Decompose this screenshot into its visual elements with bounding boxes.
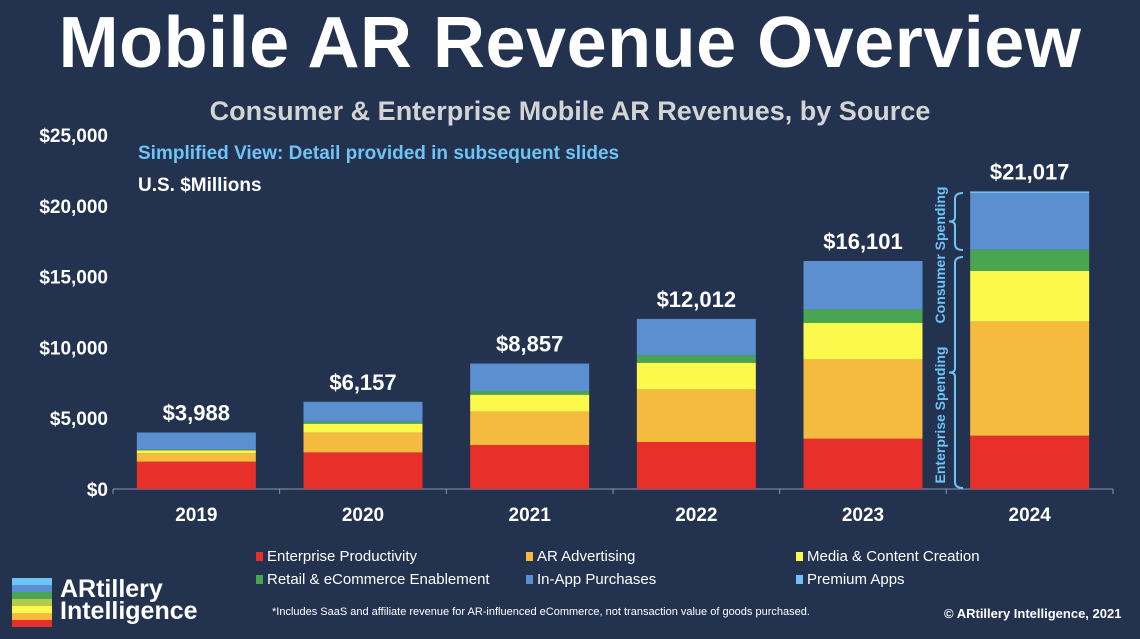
- y-tick-label: $0: [87, 480, 108, 501]
- bar-segment-ar-advertising: [136, 453, 256, 462]
- logo-line-1: ARtillery: [60, 575, 163, 603]
- bar-segment-enterprise-productivity: [303, 452, 423, 489]
- x-tick-label: 2019: [175, 505, 217, 526]
- bar-segment-media-content-creation: [303, 423, 423, 433]
- stacked-bar-chart: $0 $5,000 $10,000 $15,000 $20,000 $25,000 $3,9…: [39, 126, 1114, 526]
- legend-swatch: [796, 575, 803, 584]
- bar-segment-retail-ecommerce-enablement: [803, 309, 923, 324]
- y-tick-label: $25,000: [39, 126, 108, 147]
- legend-label: In-App Purchases: [537, 571, 657, 588]
- enterprise-spending-bracket: [948, 256, 964, 489]
- bar-segment-media-content-creation: [636, 362, 756, 390]
- enterprise-spending-label: Enterprise Spending: [932, 347, 948, 484]
- bar-segment-media-content-creation: [970, 271, 1090, 322]
- legend-item: AR Advertising: [526, 548, 796, 565]
- bar-segment-in-app-purchases: [470, 363, 590, 391]
- y-tick-label: $10,000: [39, 338, 108, 359]
- legend-label: Premium Apps: [807, 571, 905, 588]
- y-tick-label: $5,000: [50, 409, 108, 430]
- bar-segment-ar-advertising: [636, 389, 756, 443]
- bar-segment-premium-apps: [970, 191, 1090, 193]
- bar-segment-ar-advertising: [970, 321, 1090, 436]
- legend-item: Enterprise Productivity: [256, 548, 526, 565]
- legend-item: Retail & eCommerce Enablement: [256, 571, 526, 588]
- bar-segment-media-content-creation: [470, 394, 590, 412]
- bar-segment-ar-advertising: [803, 359, 923, 439]
- x-tick-label: 2022: [675, 505, 717, 526]
- bar-segment-enterprise-productivity: [136, 461, 256, 489]
- y-tick-label: $15,000: [39, 268, 108, 289]
- total-label: $3,988: [163, 401, 230, 426]
- x-tick-label: 2021: [509, 505, 552, 526]
- legend-swatch: [256, 552, 263, 561]
- total-label: $8,857: [496, 332, 563, 357]
- legend-label: Retail & eCommerce Enablement: [267, 571, 490, 588]
- x-tick-label: 2020: [342, 505, 384, 526]
- bar-segment-enterprise-productivity: [803, 438, 923, 489]
- bar-segment-in-app-purchases: [136, 432, 256, 450]
- bar-segment-in-app-purchases: [803, 261, 923, 310]
- bar-segment-enterprise-productivity: [470, 445, 590, 489]
- y-tick-label: $20,000: [39, 197, 108, 218]
- bar-segment-retail-ecommerce-enablement: [303, 421, 423, 424]
- legend-item: Premium Apps: [796, 571, 1056, 588]
- bar-segment-media-content-creation: [803, 323, 923, 360]
- chart-subtitle: Consumer & Enterprise Mobile AR Revenues…: [209, 96, 931, 126]
- bar-segment-retail-ecommerce-enablement: [470, 390, 590, 395]
- legend-item: Media & Content Creation: [796, 548, 1056, 565]
- legend-label: Enterprise Productivity: [267, 548, 418, 565]
- legend-item: In-App Purchases: [526, 571, 796, 588]
- total-label: $16,101: [823, 229, 903, 254]
- bar-segment-enterprise-productivity: [636, 442, 756, 489]
- logo-line-2: Intelligence: [60, 597, 198, 625]
- artillery-logo-icon: [12, 578, 58, 633]
- bar-segment-ar-advertising: [470, 411, 590, 446]
- bar-segment-retail-ecommerce-enablement: [136, 449, 256, 451]
- total-label: $12,012: [657, 287, 737, 312]
- bar-segment-in-app-purchases: [970, 192, 1090, 250]
- bar-segment-in-app-purchases: [636, 319, 756, 356]
- logo-text: ARtillery Intelligence: [60, 575, 198, 625]
- consumer-spending-label: Consumer Spending: [932, 187, 948, 324]
- total-label: $6,157: [329, 370, 396, 395]
- legend-swatch: [526, 552, 533, 561]
- bar-segment-enterprise-productivity: [970, 435, 1090, 489]
- legend-swatch: [526, 575, 533, 584]
- total-label: $21,017: [990, 159, 1070, 184]
- legend-label: AR Advertising: [537, 548, 636, 565]
- legend: Enterprise Productivity AR Advertising Med…: [256, 548, 1056, 588]
- page-title: Mobile AR Revenue Overview: [58, 3, 1082, 83]
- bar-segment-media-content-creation: [136, 450, 256, 454]
- legend-label: Media & Content Creation: [807, 548, 980, 565]
- legend-swatch: [256, 575, 263, 584]
- units-label: U.S. $Millions: [138, 175, 262, 196]
- x-tick-label: 2023: [842, 505, 884, 526]
- bar-segment-in-app-purchases: [303, 402, 423, 422]
- bar-segment-retail-ecommerce-enablement: [970, 249, 1090, 272]
- consumer-spending-bracket: [948, 192, 964, 251]
- bar-segment-retail-ecommerce-enablement: [636, 355, 756, 363]
- x-tick-label: 2024: [1009, 505, 1052, 526]
- legend-swatch: [796, 552, 803, 561]
- detail-note: Simplified View: Detail provided in subs…: [138, 143, 620, 164]
- copyright: © ARtillery Intelligence, 2021: [944, 606, 1122, 621]
- footnote: *Includes SaaS and affiliate revenue for…: [272, 606, 810, 618]
- bar-segment-ar-advertising: [303, 432, 423, 453]
